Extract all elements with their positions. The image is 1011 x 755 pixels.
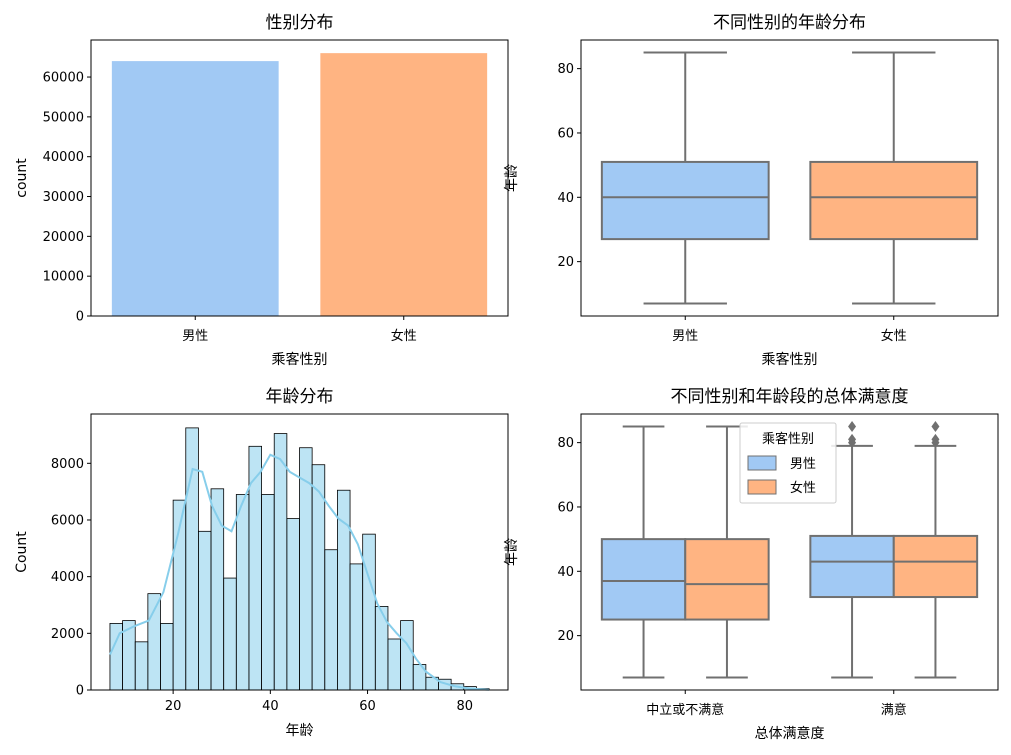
y-tick-label: 60 xyxy=(557,500,574,515)
y-axis-label: Count xyxy=(14,531,30,573)
y-axis-label: 年龄 xyxy=(504,164,520,192)
box-iqr xyxy=(809,160,979,241)
hist-bar xyxy=(324,549,338,691)
legend-swatch xyxy=(747,455,777,471)
y-tick-label: 6000 xyxy=(51,513,84,528)
y-tick-label: 0 xyxy=(76,684,84,699)
outlier-point xyxy=(848,421,857,433)
hist-bar xyxy=(223,577,237,691)
y-tick-label: 20000 xyxy=(43,230,84,245)
y-tick-label: 20 xyxy=(557,629,574,644)
x-tick-label: 80 xyxy=(456,699,473,714)
box-iqr xyxy=(809,534,895,599)
x-tick-label: 满意 xyxy=(881,702,907,718)
hist-bar xyxy=(349,563,364,691)
hist-bar xyxy=(400,620,414,691)
y-tick-label: 80 xyxy=(557,62,574,77)
x-tick-label: 40 xyxy=(262,699,279,714)
box xyxy=(600,51,770,305)
box-iqr xyxy=(600,160,770,241)
y-tick-label: 10000 xyxy=(43,270,84,285)
y-tick-label: 60 xyxy=(557,126,574,141)
y-tick-label: 4000 xyxy=(51,570,84,585)
box xyxy=(684,425,770,679)
x-tick-label: 男性 xyxy=(672,329,698,344)
x-axis-label: 乘客性别 xyxy=(762,351,818,368)
y-tick-label: 40000 xyxy=(43,150,84,165)
y-tick-label: 80 xyxy=(557,436,574,451)
y-tick-label: 40 xyxy=(557,565,574,580)
y-tick-label: 60000 xyxy=(43,71,84,86)
box xyxy=(892,421,979,679)
x-axis-label: 总体满意度 xyxy=(755,725,825,742)
legend-entry: 女性 xyxy=(790,480,816,496)
box xyxy=(600,425,687,679)
y-tick-label: 20 xyxy=(557,255,574,270)
x-tick-label: 20 xyxy=(165,699,182,714)
y-tick-label: 0 xyxy=(76,310,84,325)
hist-bar xyxy=(261,494,275,691)
outlier-point xyxy=(931,433,940,445)
y-tick-label: 40 xyxy=(557,191,574,206)
hist-bar xyxy=(185,427,199,691)
hist-bar xyxy=(387,638,401,691)
x-tick-label: 男性 xyxy=(182,329,208,344)
hist-bar xyxy=(160,623,174,691)
y-tick-label: 8000 xyxy=(51,457,84,472)
y-axis-label: count xyxy=(14,158,30,198)
y-tick-label: 2000 xyxy=(51,627,84,642)
legend-title: 乘客性别 xyxy=(762,431,814,447)
hist-bar xyxy=(286,518,300,691)
plot-frame xyxy=(580,413,999,691)
x-axis-label: 乘客性别 xyxy=(272,351,328,368)
chart-title: 不同性别和年龄段的总体满意度 xyxy=(671,387,909,407)
hist-bar xyxy=(273,433,288,691)
plot-frame xyxy=(90,39,509,317)
plot-frame xyxy=(90,413,509,691)
hist-bar xyxy=(235,494,250,691)
legend-swatch xyxy=(747,479,777,495)
bar xyxy=(320,53,488,317)
box-iqr xyxy=(892,534,979,599)
outlier-point xyxy=(931,421,940,433)
x-tick-label: 中立或不满意 xyxy=(646,702,724,718)
y-tick-label: 50000 xyxy=(43,110,84,125)
x-tick-label: 60 xyxy=(359,699,376,714)
plot-frame xyxy=(580,39,999,317)
box-iqr xyxy=(600,538,687,621)
bar xyxy=(111,61,279,316)
x-tick-label: 女性 xyxy=(391,328,417,344)
x-tick-label: 女性 xyxy=(881,328,907,344)
x-axis-label: 年龄 xyxy=(286,723,314,739)
box xyxy=(809,421,895,679)
hist-bar xyxy=(362,533,376,691)
kde-line xyxy=(109,453,490,691)
legend-entry: 男性 xyxy=(790,457,816,472)
outlier-point xyxy=(848,433,857,445)
box-iqr xyxy=(684,538,770,621)
chart-title: 年龄分布 xyxy=(266,387,334,407)
chart-title: 不同性别的年龄分布 xyxy=(713,13,866,33)
chart-title: 性别分布 xyxy=(266,13,334,33)
y-axis-label: 年龄 xyxy=(504,538,520,566)
y-tick-label: 30000 xyxy=(43,190,84,205)
box xyxy=(809,51,979,305)
hist-bar xyxy=(198,530,212,691)
hist-bar xyxy=(134,641,149,691)
